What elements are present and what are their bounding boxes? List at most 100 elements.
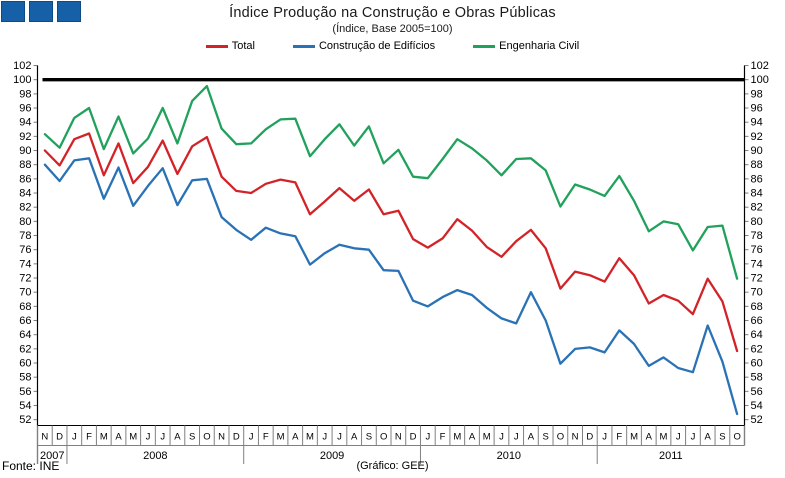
- y-axis-label-right: 56: [751, 386, 763, 398]
- month-label: M: [277, 432, 285, 443]
- month-label: D: [233, 432, 240, 443]
- y-axis-label-right: 74: [751, 258, 763, 270]
- month-label: M: [129, 432, 137, 443]
- legend-swatch-engenharia-civil: [473, 44, 496, 48]
- y-axis-label-right: 80: [751, 216, 763, 228]
- month-label: O: [203, 432, 210, 443]
- legend-swatch-total: [205, 44, 228, 48]
- y-axis-label-left: 74: [19, 258, 31, 270]
- month-label: J: [514, 432, 519, 443]
- y-axis-label-right: 52: [751, 414, 763, 426]
- y-axis-label-right: 94: [751, 117, 763, 129]
- y-axis-label-right: 88: [751, 159, 763, 171]
- series-line-constru-o-de-edif-cios: [43, 157, 739, 416]
- month-label: S: [719, 432, 725, 443]
- y-axis-label-right: 70: [751, 287, 763, 299]
- y-axis-label-right: 84: [751, 188, 763, 200]
- series-line-engenharia-civil: [43, 84, 739, 280]
- month-label: N: [572, 432, 579, 443]
- month-label: A: [292, 432, 299, 443]
- logo: [1, 1, 81, 22]
- y-axis-label-left: 102: [13, 60, 31, 72]
- month-label: M: [100, 432, 108, 443]
- y-axis-label-left: 68: [19, 301, 31, 313]
- logo-square-3: [57, 1, 81, 22]
- y-axis-label-left: 80: [19, 216, 31, 228]
- y-axis-label-right: 64: [751, 329, 763, 341]
- y-axis-label-left: 70: [19, 287, 31, 299]
- y-axis-label-right: 68: [751, 301, 763, 313]
- month-label: D: [586, 432, 593, 443]
- month-label: N: [41, 432, 48, 443]
- month-label: M: [660, 432, 668, 443]
- y-axis-label-right: 58: [751, 372, 763, 384]
- y-axis-label-left: 64: [19, 329, 31, 341]
- month-label: A: [646, 432, 653, 443]
- legend-label-engenharia-civil: Engenharia Civil: [499, 40, 580, 52]
- month-label: A: [469, 432, 476, 443]
- y-axis-label-left: 100: [13, 74, 31, 86]
- chart-subtitle: (Índice, Base 2005=100): [332, 23, 453, 35]
- month-label: A: [115, 432, 122, 443]
- logo-square-2: [29, 1, 53, 22]
- y-axis-label-right: 66: [751, 315, 763, 327]
- y-axis-label-right: 90: [751, 145, 763, 157]
- y-axis-label-right: 102: [751, 60, 769, 72]
- month-label: A: [705, 432, 712, 443]
- y-axis-label-left: 86: [19, 173, 31, 185]
- y-axis-label-left: 84: [19, 188, 31, 200]
- month-label: A: [174, 432, 181, 443]
- month-label: M: [483, 432, 491, 443]
- year-label: 2008: [143, 450, 167, 462]
- month-label: A: [351, 432, 358, 443]
- month-label: J: [499, 432, 504, 443]
- y-axis-label-left: 54: [19, 400, 31, 412]
- legend-swatch-construcao-edificios: [292, 44, 315, 48]
- month-label: F: [616, 432, 622, 443]
- y-axis-label-right: 98: [751, 88, 763, 100]
- month-label: S: [189, 432, 195, 443]
- y-axis-label-right: 78: [751, 230, 763, 242]
- y-axis-label-right: 96: [751, 103, 763, 115]
- month-label: J: [72, 432, 77, 443]
- y-axis-label-right: 60: [751, 358, 763, 370]
- year-label: 2010: [497, 450, 521, 462]
- y-axis-label-left: 82: [19, 202, 31, 214]
- month-label: N: [218, 432, 225, 443]
- credit-note: (Gráfico: GEE): [356, 460, 429, 472]
- legend-label-total: Total: [231, 40, 255, 52]
- legend: Total Construção de Edifícios Engenharia…: [0, 40, 785, 52]
- y-axis-label-left: 60: [19, 358, 31, 370]
- series-line-total: [43, 132, 739, 353]
- y-axis-label-right: 54: [751, 400, 763, 412]
- y-axis-label-left: 94: [19, 117, 31, 129]
- y-axis-label-right: 82: [751, 202, 763, 214]
- month-label: J: [425, 432, 430, 443]
- month-label: M: [630, 432, 638, 443]
- y-axis-label-left: 90: [19, 145, 31, 157]
- y-axis-label-left: 98: [19, 88, 31, 100]
- y-axis-label-left: 92: [19, 131, 31, 143]
- year-label: 2009: [320, 450, 344, 462]
- y-axis-label-left: 88: [19, 159, 31, 171]
- month-label: O: [380, 432, 387, 443]
- y-axis-label-right: 86: [751, 173, 763, 185]
- month-label: F: [440, 432, 446, 443]
- month-label: A: [528, 432, 535, 443]
- y-axis-label-left: 78: [19, 230, 31, 242]
- month-label: J: [249, 432, 254, 443]
- month-label: J: [676, 432, 681, 443]
- y-axis-label-right: 72: [751, 273, 763, 285]
- y-axis-label-left: 66: [19, 315, 31, 327]
- month-label: F: [263, 432, 269, 443]
- chart-title: Índice Produção na Construção e Obras Pú…: [229, 5, 556, 21]
- month-label: S: [542, 432, 548, 443]
- month-label: J: [146, 432, 151, 443]
- month-label: O: [557, 432, 564, 443]
- y-axis-label-left: 96: [19, 103, 31, 115]
- year-label: 2007: [40, 450, 64, 462]
- legend-label-construcao-edificios: Construção de Edifícios: [318, 40, 436, 52]
- y-axis-label-right: 92: [751, 131, 763, 143]
- month-label: D: [56, 432, 63, 443]
